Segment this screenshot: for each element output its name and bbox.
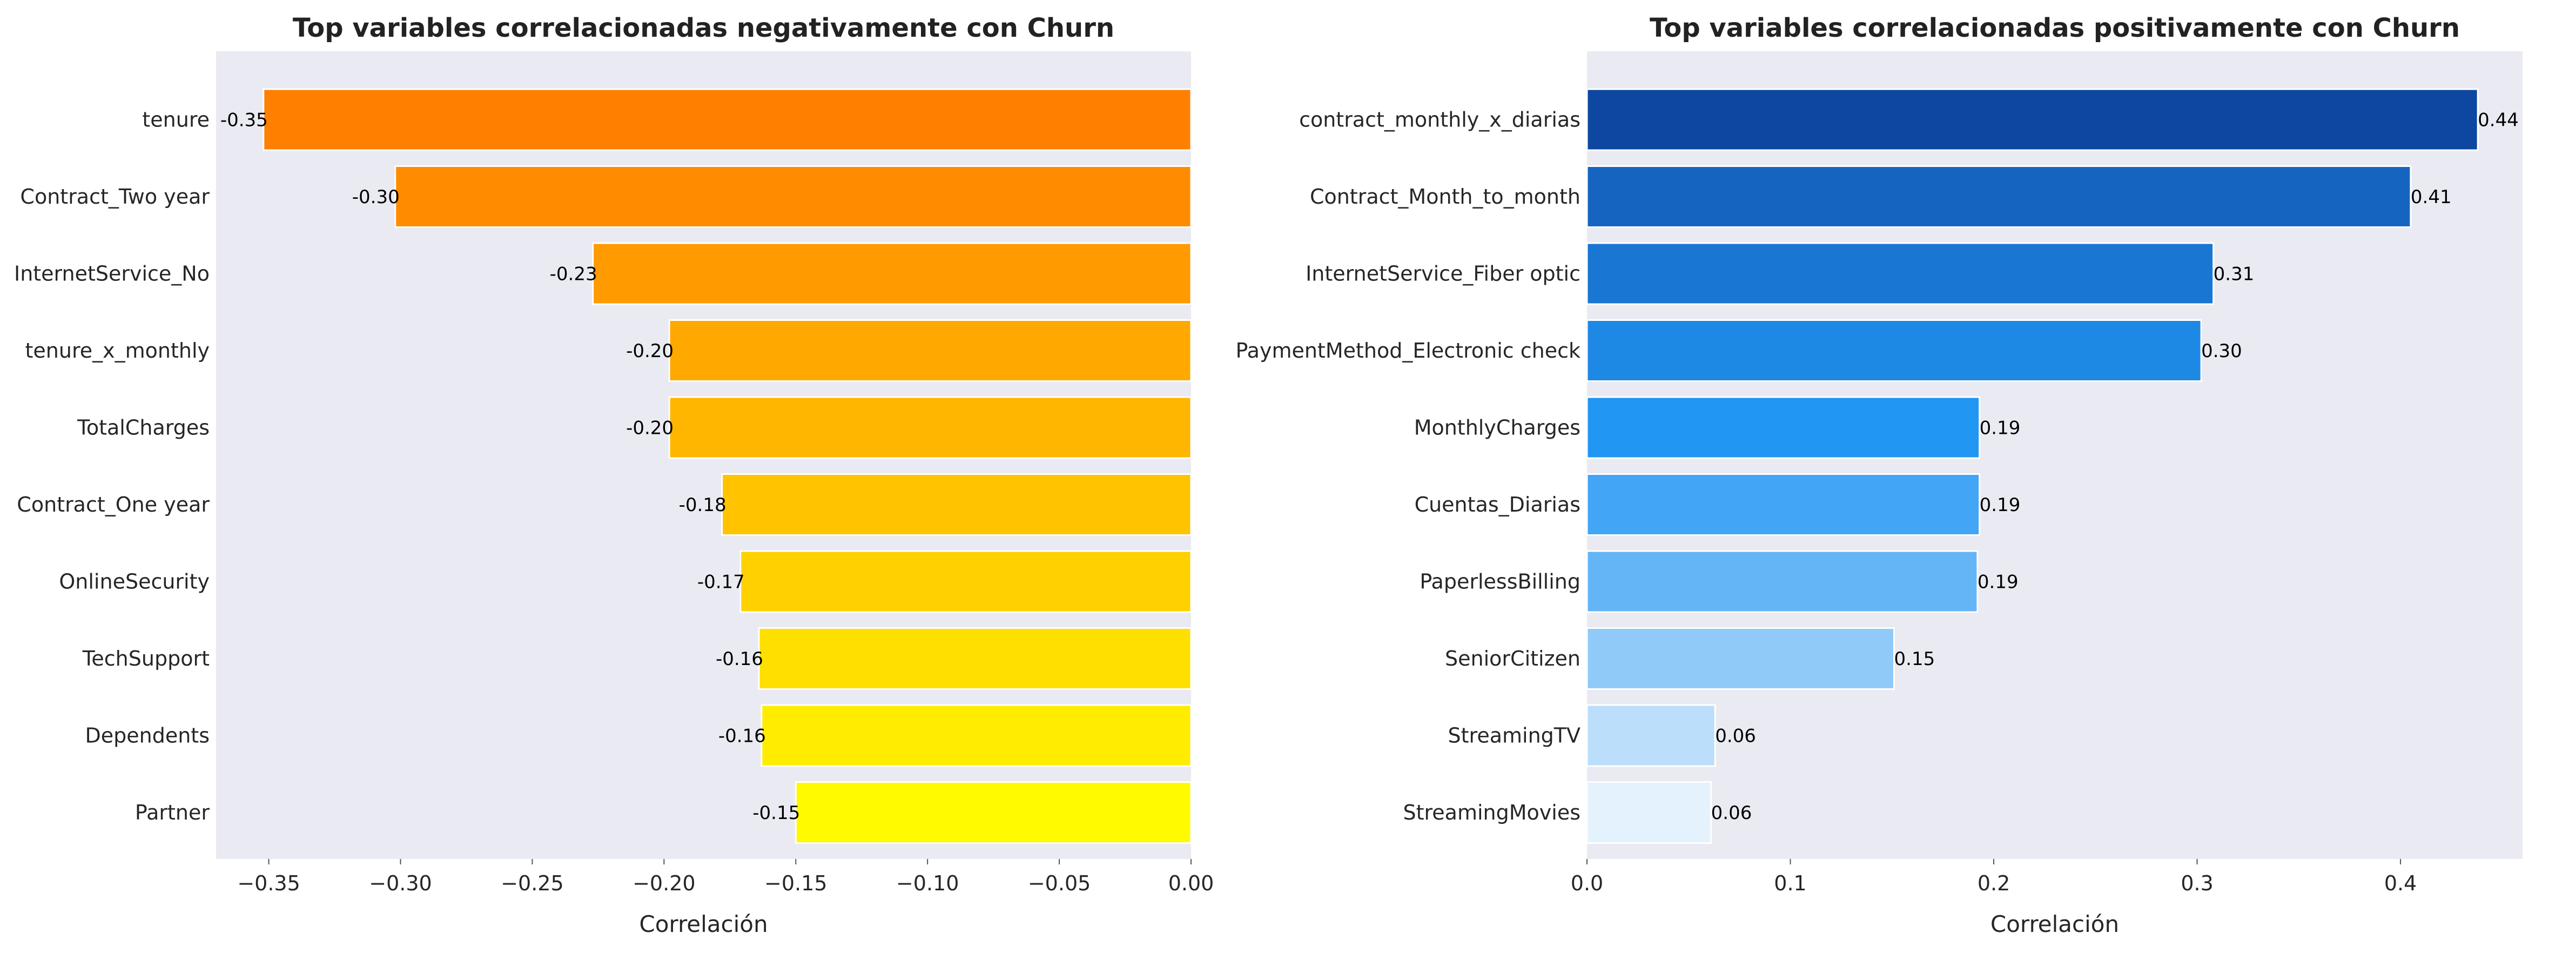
data-label: 0.15 (1894, 648, 1935, 670)
bar (1586, 704, 1716, 767)
category-label: tenure_x_monthly (25, 339, 210, 363)
category-label: StreamingMovies (1403, 801, 1580, 824)
bar (1586, 242, 2215, 305)
x-axis-label: Correlación (639, 911, 768, 937)
category-label: MonthlyCharges (1414, 416, 1580, 440)
x-tick-label: 0.1 (1774, 871, 1806, 895)
data-label: 0.31 (2214, 264, 2255, 285)
bar (721, 473, 1192, 536)
category-label: InternetService_Fiber optic (1306, 262, 1580, 286)
x-tick-label: −0.25 (501, 871, 563, 895)
x-tick-label: 0.3 (2181, 871, 2213, 895)
data-label: -0.18 (679, 494, 727, 516)
bar (1586, 550, 1979, 613)
x-tick-label: −0.30 (369, 871, 432, 895)
data-label: 0.30 (2201, 340, 2242, 362)
bar (758, 627, 1192, 690)
bar (592, 242, 1192, 305)
data-label: -0.15 (752, 802, 800, 824)
x-axis-label: Correlación (1990, 911, 2119, 937)
x-tick-label: −0.05 (1028, 871, 1091, 895)
bar (1586, 781, 1712, 844)
bar (1586, 627, 1895, 690)
x-tick-label: −0.20 (633, 871, 695, 895)
data-label: -0.23 (550, 264, 597, 285)
x-tick-label: 0.2 (1978, 871, 2010, 895)
bar (668, 319, 1192, 382)
data-label: -0.17 (697, 572, 745, 593)
bar (263, 88, 1192, 151)
bar (1586, 88, 2479, 151)
data-label: 0.44 (2478, 110, 2519, 131)
category-label: Contract_One year (17, 493, 210, 516)
category-label: contract_monthly_x_diarias (1299, 108, 1580, 132)
negative-correlation-chart: Top variables correlacionadas negativame… (14, 13, 1214, 937)
data-label: 0.19 (1980, 494, 2021, 516)
category-label: PaperlessBilling (1420, 570, 1580, 594)
category-label: PaymentMethod_Electronic check (1235, 339, 1580, 363)
data-label: 0.06 (1715, 726, 1756, 747)
category-label: InternetService_No (14, 262, 210, 286)
data-label: -0.20 (626, 340, 674, 362)
category-label: Contract_Two year (20, 185, 210, 209)
x-tick-label: −0.15 (764, 871, 827, 895)
bar (795, 781, 1192, 844)
data-label: -0.30 (352, 186, 400, 208)
category-label: tenure (142, 108, 210, 132)
x-tick-label: 0.4 (2384, 871, 2417, 895)
category-label: StreamingTV (1448, 724, 1580, 748)
positive-correlation-chart: Top variables correlacionadas positivame… (1235, 13, 2523, 937)
data-label: 0.41 (2411, 186, 2452, 208)
data-label: -0.16 (718, 726, 766, 747)
category-label: Cuentas_Diarias (1415, 493, 1580, 516)
bar (668, 396, 1192, 459)
data-label: 0.19 (1980, 418, 2021, 439)
category-label: SeniorCitizen (1445, 647, 1580, 670)
category-label: Dependents (85, 724, 210, 748)
chart-title: Top variables correlacionadas positivame… (1650, 13, 2460, 43)
category-label: Contract_Month_to_month (1310, 185, 1580, 209)
data-label: 0.06 (1711, 802, 1752, 824)
data-label: -0.16 (716, 648, 763, 670)
bar (1586, 473, 1981, 536)
bar (394, 165, 1192, 228)
bar (1586, 165, 2412, 228)
data-label: -0.20 (626, 418, 674, 439)
category-label: TotalCharges (77, 416, 210, 440)
category-label: TechSupport (82, 647, 210, 670)
bar (1586, 396, 1981, 459)
data-label: -0.35 (220, 110, 268, 131)
x-tick-label: −0.35 (237, 871, 300, 895)
x-tick-label: 0.0 (1571, 871, 1603, 895)
x-tick-label: 0.00 (1168, 871, 1214, 895)
bar (739, 550, 1192, 613)
x-tick-label: −0.10 (896, 871, 959, 895)
chart-title: Top variables correlacionadas negativame… (293, 13, 1114, 43)
bar (761, 704, 1192, 767)
category-label: Partner (135, 801, 210, 824)
data-label: 0.19 (1978, 572, 2019, 593)
bar (1586, 319, 2202, 382)
category-label: OnlineSecurity (59, 570, 210, 594)
